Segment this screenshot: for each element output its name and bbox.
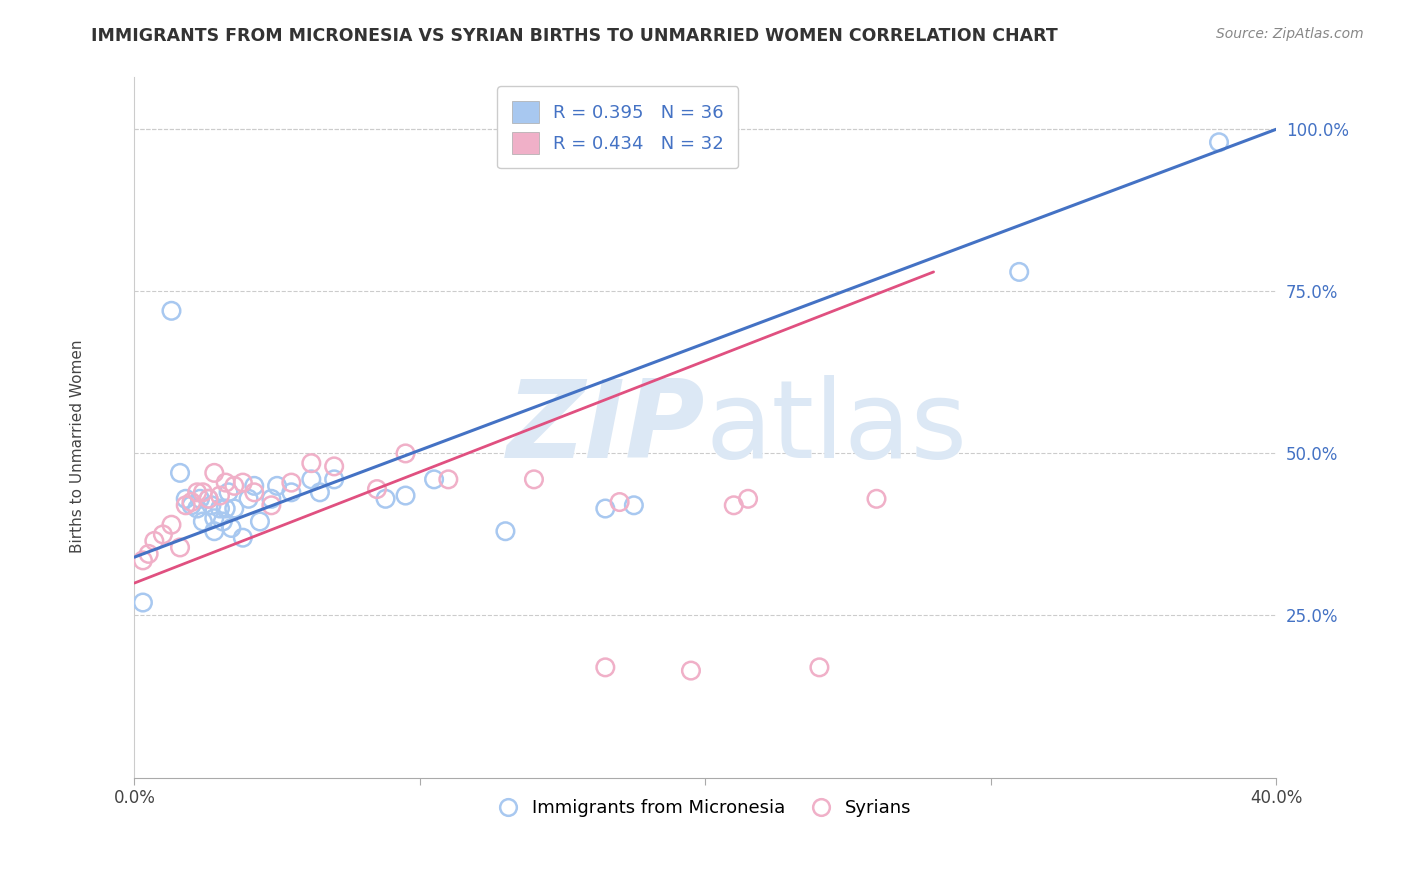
Text: atlas: atlas xyxy=(706,375,967,481)
Point xyxy=(808,660,831,674)
Point xyxy=(174,498,197,512)
Point xyxy=(215,475,238,490)
Point xyxy=(160,303,183,318)
Point xyxy=(138,547,160,561)
Point xyxy=(679,664,702,678)
Point xyxy=(394,446,416,460)
Point xyxy=(437,472,460,486)
Point xyxy=(1008,265,1031,279)
Point xyxy=(215,501,238,516)
Point xyxy=(280,475,302,490)
Point xyxy=(143,533,166,548)
Point xyxy=(243,479,266,493)
Point xyxy=(200,498,222,512)
Point xyxy=(238,491,260,506)
Point xyxy=(423,472,446,486)
Point xyxy=(394,489,416,503)
Point xyxy=(224,479,246,493)
Point xyxy=(197,491,219,506)
Point xyxy=(232,531,254,545)
Point xyxy=(723,498,745,512)
Point xyxy=(595,501,617,516)
Point xyxy=(188,491,211,506)
Point xyxy=(160,517,183,532)
Point xyxy=(152,527,174,541)
Point xyxy=(202,524,225,539)
Point xyxy=(186,485,208,500)
Point xyxy=(224,501,246,516)
Point xyxy=(299,456,322,470)
Text: IMMIGRANTS FROM MICRONESIA VS SYRIAN BIRTHS TO UNMARRIED WOMEN CORRELATION CHART: IMMIGRANTS FROM MICRONESIA VS SYRIAN BIR… xyxy=(91,27,1059,45)
Point xyxy=(249,515,271,529)
Point xyxy=(202,511,225,525)
Point xyxy=(865,491,887,506)
Point xyxy=(174,491,197,506)
Point xyxy=(169,541,191,555)
Point xyxy=(180,498,202,512)
Point xyxy=(132,595,155,609)
Point xyxy=(523,472,546,486)
Point xyxy=(737,491,759,506)
Point xyxy=(132,553,155,567)
Point xyxy=(309,485,332,500)
Point xyxy=(260,498,283,512)
Point xyxy=(280,485,302,500)
Point xyxy=(180,495,202,509)
Point xyxy=(169,466,191,480)
Point xyxy=(494,524,516,539)
Point xyxy=(202,466,225,480)
Text: ZIP: ZIP xyxy=(506,375,706,481)
Point xyxy=(374,491,396,506)
Point xyxy=(323,459,346,474)
Point xyxy=(211,515,233,529)
Point xyxy=(366,482,388,496)
Point xyxy=(208,489,231,503)
Point xyxy=(232,475,254,490)
Point xyxy=(186,501,208,516)
Point xyxy=(218,485,240,500)
Point xyxy=(221,521,243,535)
Point xyxy=(323,472,346,486)
Point xyxy=(299,472,322,486)
Legend: Immigrants from Micronesia, Syrians: Immigrants from Micronesia, Syrians xyxy=(492,792,918,824)
Text: Births to Unmarried Women: Births to Unmarried Women xyxy=(70,339,84,553)
Point xyxy=(243,485,266,500)
Point xyxy=(260,491,283,506)
Point xyxy=(191,515,214,529)
Point xyxy=(595,660,617,674)
Point xyxy=(197,491,219,506)
Text: Source: ZipAtlas.com: Source: ZipAtlas.com xyxy=(1216,27,1364,41)
Point xyxy=(266,479,288,493)
Point xyxy=(208,501,231,516)
Point xyxy=(623,498,645,512)
Point xyxy=(1208,135,1230,149)
Point xyxy=(609,495,631,509)
Point xyxy=(191,485,214,500)
